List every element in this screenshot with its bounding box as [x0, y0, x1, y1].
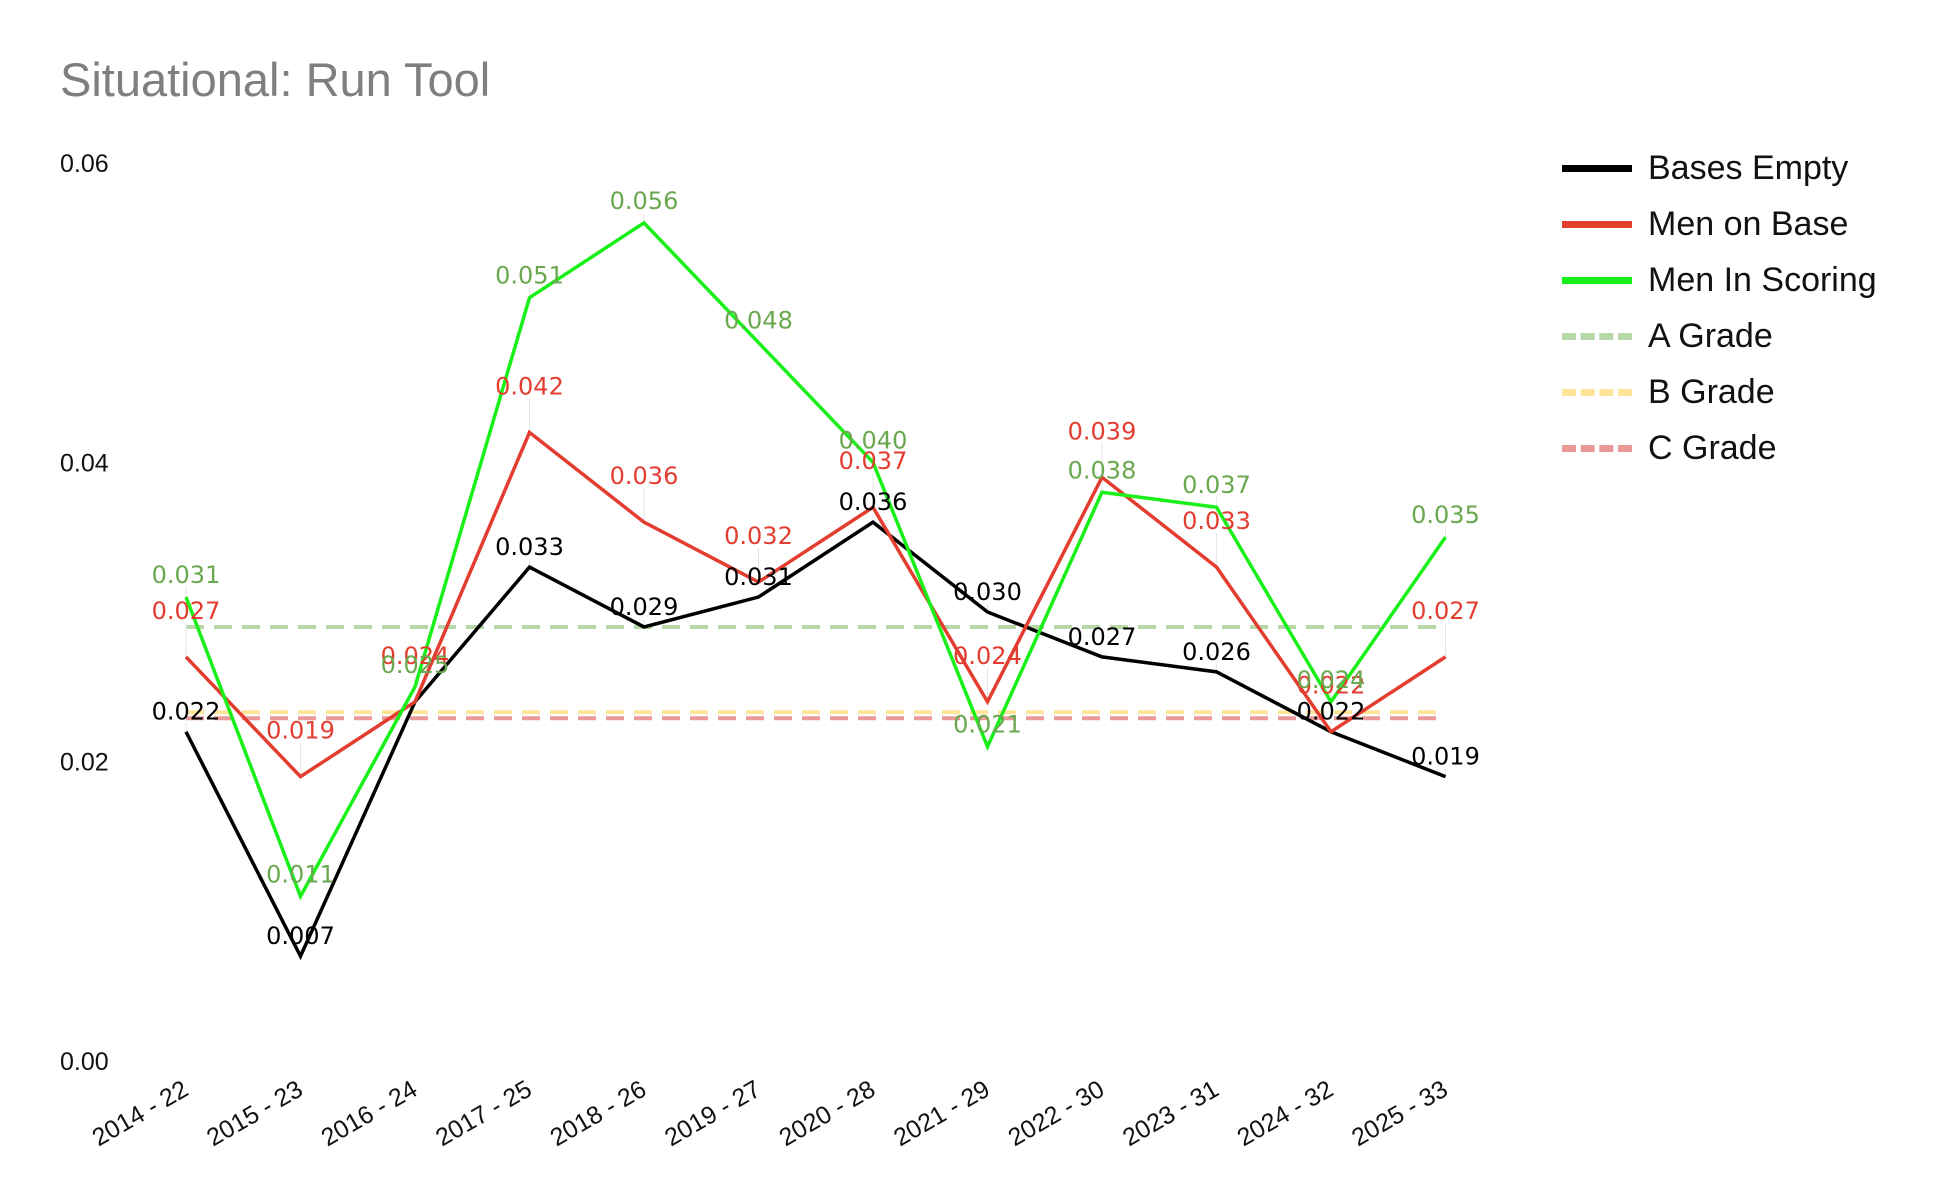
- data-label: 0.033: [1182, 507, 1251, 535]
- data-label: 0.032: [724, 522, 793, 550]
- legend-swatch: [1562, 332, 1632, 340]
- data-label: 0.031: [152, 561, 221, 589]
- x-tick-label: 2019 - 27: [660, 1075, 765, 1152]
- data-label: 0.039: [1068, 417, 1137, 445]
- data-label: 0.007: [266, 922, 335, 950]
- x-tick-label: 2022 - 30: [1004, 1075, 1109, 1152]
- data-label: 0.022: [152, 698, 221, 726]
- series-line-men-in-scoring: [184, 220, 1447, 901]
- data-label: 0.022: [1297, 672, 1366, 700]
- data-label: 0.042: [495, 372, 564, 400]
- legend-item[interactable]: Men In Scoring: [1562, 252, 1877, 308]
- data-labels: 0.022 0.007 0.033 0.029 0.031 0.036 0.030 0.027…: [152, 187, 1480, 950]
- x-tick-label: 2023 - 31: [1118, 1075, 1223, 1152]
- legend-label: A Grade: [1648, 316, 1773, 355]
- legend-item[interactable]: B Grade: [1562, 364, 1877, 420]
- series-line-bases-empty: [184, 520, 1447, 961]
- legend-label: Bases Empty: [1648, 148, 1849, 187]
- legend-label: Men In Scoring: [1648, 260, 1877, 299]
- data-label: 0.019: [1411, 743, 1480, 771]
- data-label: 0.040: [839, 426, 908, 454]
- legend-item[interactable]: Men on Base: [1562, 196, 1877, 252]
- x-tick-label: 2018 - 26: [546, 1075, 651, 1152]
- x-axis: 2014 - 22 2015 - 23 2016 - 24 2017 - 25 2018…: [88, 1075, 1453, 1152]
- data-label: 0.031: [724, 563, 793, 591]
- data-label: 0.029: [610, 593, 679, 621]
- data-label: 0.036: [610, 462, 679, 490]
- data-label: 0.025: [381, 651, 450, 679]
- legend-swatch: [1562, 388, 1632, 396]
- x-tick-label: 2021 - 29: [889, 1075, 994, 1152]
- data-label: 0.027: [1411, 597, 1480, 625]
- data-label: 0.048: [724, 307, 793, 335]
- y-axis: 0.00 0.02 0.04 0.06: [60, 150, 109, 1076]
- data-label: 0.038: [1068, 456, 1137, 484]
- y-tick-label: 0.02: [60, 749, 109, 777]
- data-label: 0.035: [1411, 501, 1480, 529]
- series-lines: [184, 220, 1447, 961]
- data-label: 0.037: [1182, 471, 1251, 499]
- y-tick-label: 0.06: [60, 150, 109, 178]
- data-label: 0.011: [266, 860, 335, 888]
- legend-swatch: [1562, 276, 1632, 284]
- data-label: 0.021: [953, 711, 1022, 739]
- series-line-men-on-base: [184, 429, 1447, 779]
- data-label: 0.024: [1297, 666, 1366, 694]
- data-label: 0.027: [152, 597, 221, 625]
- legend-swatch: [1562, 164, 1632, 172]
- y-tick-label: 0.04: [60, 449, 109, 477]
- x-tick-label: 2016 - 24: [317, 1075, 423, 1152]
- y-tick-label: 0.00: [60, 1048, 109, 1076]
- legend-item[interactable]: Bases Empty: [1562, 140, 1877, 196]
- data-label: 0.024: [381, 642, 450, 670]
- legend-label: Men on Base: [1648, 204, 1849, 243]
- data-label: 0.022: [1297, 698, 1366, 726]
- data-label: 0.037: [839, 447, 908, 475]
- x-tick-label: 2024 - 32: [1233, 1075, 1338, 1152]
- x-tick-label: 2015 - 23: [202, 1075, 307, 1152]
- legend: Bases Empty Men on Base Men In Scoring A Gr…: [1562, 140, 1877, 476]
- data-label: 0.024: [953, 642, 1022, 670]
- label-guide-lines: [185, 212, 1446, 957]
- x-tick-label: 2025 - 33: [1347, 1075, 1452, 1152]
- legend-label: C Grade: [1648, 428, 1777, 467]
- data-label: 0.036: [839, 488, 908, 516]
- data-label: 0.051: [495, 262, 564, 290]
- legend-label: B Grade: [1648, 372, 1775, 411]
- data-label: 0.030: [953, 578, 1022, 606]
- chart-title: Situational: Run Tool: [60, 53, 491, 106]
- x-tick-label: 2020 - 28: [775, 1075, 880, 1152]
- legend-item[interactable]: C Grade: [1562, 420, 1877, 476]
- data-label: 0.033: [495, 533, 564, 561]
- data-label: 0.026: [1182, 638, 1251, 666]
- data-label: 0.056: [610, 187, 679, 215]
- x-tick-label: 2017 - 25: [431, 1075, 536, 1152]
- legend-swatch: [1562, 444, 1632, 452]
- legend-item[interactable]: A Grade: [1562, 308, 1877, 364]
- grade-reference-lines: [186, 624, 1446, 721]
- legend-swatch: [1562, 220, 1632, 228]
- data-label: 0.019: [266, 717, 335, 745]
- x-tick-label: 2014 - 22: [88, 1075, 193, 1152]
- data-label: 0.027: [1068, 623, 1137, 651]
